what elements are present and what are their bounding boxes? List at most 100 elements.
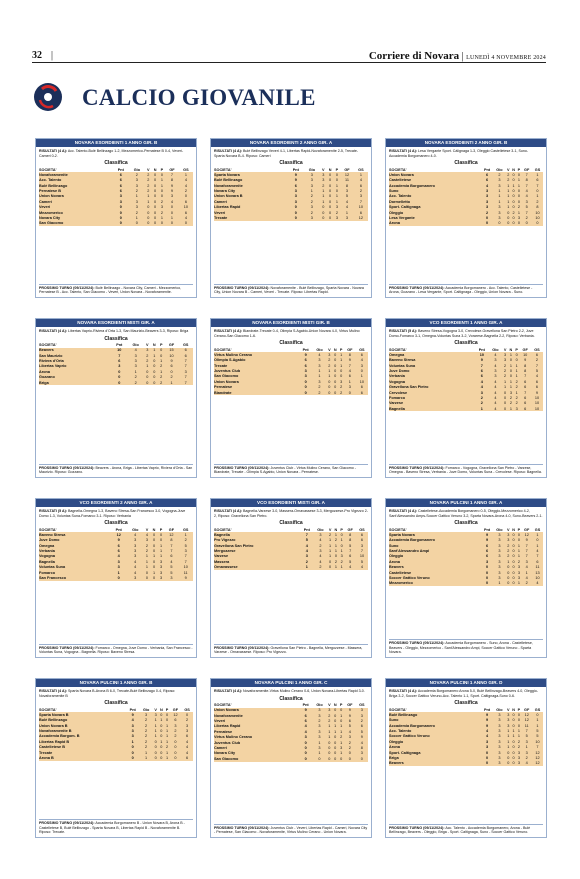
standings-table: SOCIETA' Pnt Gio V N P GF GS Sparta Novara 9 3 3 0 0…: [214, 167, 368, 221]
stat-cell: 6: [480, 542, 494, 549]
stat-cell: 3: [128, 182, 145, 189]
stat-cell: 2: [312, 718, 327, 724]
stat-cell: 0: [169, 744, 182, 750]
next-round-fixtures: Acc. Talento - Accademia Borgomanero, Ar…: [389, 825, 531, 835]
stat-cell: 4: [488, 352, 503, 358]
stat-cell: 0: [332, 750, 339, 757]
stat-cell: 1: [164, 749, 170, 756]
stat-cell: 1: [531, 172, 543, 178]
stat-cell: 0: [505, 569, 511, 576]
stat-cell: 6: [353, 182, 368, 189]
stat-cell: 1: [502, 379, 508, 385]
stat-cell: 0: [110, 575, 127, 581]
stat-cell: 5: [355, 729, 368, 735]
stat-cell: 6: [110, 542, 127, 549]
stat-cell: 0: [332, 379, 339, 385]
team-name: Novaforamenite: [214, 712, 299, 719]
stat-cell: 0: [531, 537, 543, 543]
stat-cell: 1: [158, 717, 165, 723]
stat-cell: 0: [152, 755, 159, 761]
stat-cell: 6: [475, 373, 489, 380]
stat-cell: 0: [298, 745, 313, 751]
stat-cell: 5: [531, 733, 543, 740]
stat-cell: 9: [519, 357, 531, 363]
stat-cell: 3: [312, 723, 327, 730]
stat-cell: 0: [332, 707, 339, 713]
results-text: RISULTATI (4 A): Libertas Vaprio-Riviera…: [39, 329, 193, 334]
stat-cell: 0: [326, 739, 333, 746]
stat-cell: 7: [353, 199, 368, 205]
stat-cell: 2: [326, 362, 333, 369]
stat-cell: 0: [510, 215, 517, 221]
team-name: Sparta Novara: [389, 532, 481, 538]
box-title: NOVARA PULCINI 1 ANNO GIR. D: [386, 679, 546, 687]
team-name: Pernatese B: [39, 188, 113, 194]
table-row: Varzese 2 4 0 2 2 6 10: [389, 400, 543, 407]
stat-cell: 10: [353, 204, 368, 210]
stat-cell: 1: [505, 188, 511, 194]
stat-cell: 8: [355, 745, 368, 751]
stat-cell: 4: [531, 580, 543, 587]
stat-cell: 0: [510, 564, 517, 570]
stat-cell: 4: [298, 723, 313, 730]
stat-cell: 6: [480, 177, 494, 183]
stat-cell: 4: [143, 532, 151, 538]
box-title: NOVARA ESORDIENTI 1 ANNO GIR. B: [36, 139, 196, 147]
stat-cell: 9: [126, 712, 140, 718]
stat-cell: 3: [326, 352, 333, 358]
stat-cell: 1: [312, 373, 327, 380]
next-round: PROSSIMO TURNO (09/11/2024): Acc. Talent…: [389, 823, 543, 835]
stat-cell: 3: [312, 712, 327, 719]
stat-cell: 0: [531, 220, 543, 227]
stat-cell: 6: [112, 182, 129, 189]
team-name: Lesa Vergante: [389, 215, 481, 221]
table-row: Omegna 6 3 2 0 1 7 5: [39, 542, 193, 549]
stat-cell: 2: [128, 209, 145, 216]
stat-cell: 3: [178, 369, 193, 375]
stat-cell: 0: [521, 220, 532, 227]
stat-cell: 0: [312, 756, 327, 762]
box-body: RISULTATI (4 A): Libertas Vaprio-Riviera…: [36, 327, 196, 386]
team-name: Soccer Gattico Veruno: [389, 733, 481, 740]
table-row: Omegna 10 4 3 1 0 10 6: [389, 352, 543, 358]
stat-cell: 1: [338, 739, 344, 746]
issue-date: LUNEDÌ 4 NOVEMBRE 2024: [466, 55, 546, 61]
stat-cell: 1: [143, 559, 151, 565]
stat-cell: 3: [493, 542, 506, 549]
stat-cell: 0: [510, 537, 517, 543]
stat-cell: 1: [493, 580, 506, 587]
stat-cell: 0: [332, 734, 339, 740]
stat-cell: 0: [165, 204, 179, 210]
stat-cell: 0: [505, 209, 511, 216]
stat-cell: 7: [178, 553, 193, 560]
col-header: P: [517, 527, 521, 532]
standings-body: Bulè Bellinzago 9 3 3 0 0 12 0 Suno 9 3 3 0 0 12 1 Accad…: [389, 712, 543, 767]
stat-cell: 3: [303, 215, 320, 221]
stat-cell: 3: [298, 734, 313, 740]
team-name: Veveri: [214, 718, 299, 724]
results-list: Novaforamenite-Virtus Mulino Cerano 0-6,…: [243, 689, 365, 693]
stat-cell: 8: [344, 532, 356, 538]
team-name: Union Novara: [214, 707, 299, 713]
team-name: Cameri: [39, 199, 113, 205]
next-round: PROSSIMO TURNO (09/11/2024): Accademia B…: [389, 639, 543, 655]
stat-cell: 2: [127, 379, 144, 386]
paper-masthead: Corriere di Novara | LUNEDÌ 4 NOVEMBRE 2…: [369, 50, 546, 62]
stat-cell: 2: [531, 199, 543, 205]
stat-cell: 1: [513, 362, 520, 369]
table-row: Bulè Bellinzago 9 3 3 0 0 12 0: [389, 712, 543, 718]
table-row: San Giacomo 3 1 1 0 0 6 1: [214, 373, 368, 380]
stat-cell: 10: [164, 352, 179, 359]
team-name: Briga: [389, 755, 481, 761]
next-round-fixtures: Juventus Club - Virtus Mulino Cerano, Sa…: [214, 465, 356, 475]
stat-cell: 8: [344, 537, 356, 543]
standings-box: NOVARA ESORDIENTI MISTI GIR. A RISULTATI…: [35, 318, 197, 478]
stat-cell: 1: [505, 182, 511, 189]
standings-body: Union Novara 9 3 3 0 0 9 3 Novaforamenite 6 3 2 0 1 9 3…: [214, 707, 368, 762]
table-row: Baveno Stresa 12 4 4 0 0 12 1: [39, 532, 193, 538]
results-text: RISULTATI (4 A): Accademia Borgomanero A…: [389, 689, 543, 698]
standings-header-row: SOCIETA' Pnt Gio V N P GF GS: [39, 527, 193, 532]
col-header: Pnt: [129, 707, 136, 712]
results-list: Lesa Vergante Sport. Cálignaga 1-3, Oleg…: [389, 149, 529, 158]
